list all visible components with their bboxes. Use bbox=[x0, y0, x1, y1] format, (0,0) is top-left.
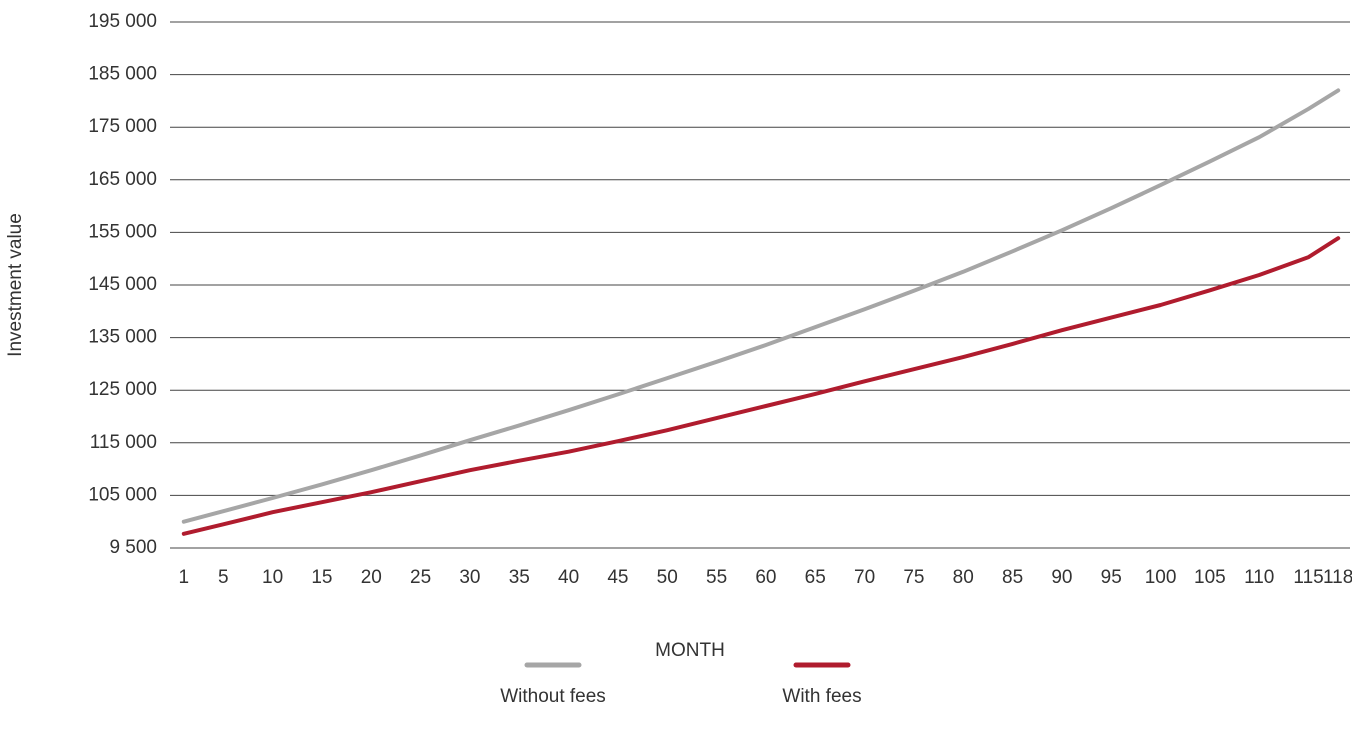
x-tick-label: 80 bbox=[953, 567, 974, 588]
x-tick-label: 85 bbox=[1002, 567, 1023, 588]
y-tick-label: 165 000 bbox=[88, 169, 157, 190]
x-tick-label: 35 bbox=[509, 567, 530, 588]
y-tick-label: 145 000 bbox=[88, 274, 157, 295]
x-tick-label: 40 bbox=[558, 567, 579, 588]
y-tick-label: 105 000 bbox=[88, 484, 157, 505]
x-tick-label: 30 bbox=[459, 567, 480, 588]
x-tick-label: 5 bbox=[218, 567, 229, 588]
y-tick-label: 195 000 bbox=[88, 11, 157, 32]
y-tick-label: 155 000 bbox=[88, 221, 157, 242]
legend-label: Without fees bbox=[500, 686, 606, 707]
x-tick-label: 95 bbox=[1101, 567, 1122, 588]
x-axis-label: MONTH bbox=[655, 640, 725, 661]
x-tick-label: 20 bbox=[361, 567, 382, 588]
y-tick-label: 125 000 bbox=[88, 379, 157, 400]
series-line bbox=[181, 236, 1341, 536]
y-tick-label: 115 000 bbox=[90, 432, 157, 453]
series-line bbox=[181, 88, 1341, 524]
x-tick-label: 75 bbox=[903, 567, 924, 588]
y-tick-label: 185 000 bbox=[88, 64, 157, 85]
x-tick-label: 1 bbox=[179, 567, 190, 588]
x-tick-label: 105 bbox=[1194, 567, 1226, 588]
y-tick-label: 175 000 bbox=[88, 116, 157, 137]
x-tick-label: 90 bbox=[1051, 567, 1072, 588]
x-tick-label: 25 bbox=[410, 567, 431, 588]
x-tick-label: 50 bbox=[657, 567, 678, 588]
x-tick-label: 10 bbox=[262, 567, 283, 588]
x-tick-label: 100 bbox=[1145, 567, 1177, 588]
legend-label: With fees bbox=[782, 686, 861, 707]
x-tick-label: 110 bbox=[1244, 567, 1274, 588]
y-axis-label: Investment value bbox=[5, 213, 26, 357]
x-tick-label: 118 bbox=[1323, 567, 1352, 588]
x-tick-label: 60 bbox=[755, 567, 776, 588]
x-tick-label: 115 bbox=[1293, 567, 1323, 588]
y-tick-label: 135 000 bbox=[88, 327, 157, 348]
x-tick-label: 15 bbox=[311, 567, 332, 588]
x-tick-label: 70 bbox=[854, 567, 875, 588]
x-tick-label: 45 bbox=[607, 567, 628, 588]
y-tick-label: 9 500 bbox=[109, 537, 157, 558]
x-tick-label: 65 bbox=[805, 567, 826, 588]
x-tick-label: 55 bbox=[706, 567, 727, 588]
